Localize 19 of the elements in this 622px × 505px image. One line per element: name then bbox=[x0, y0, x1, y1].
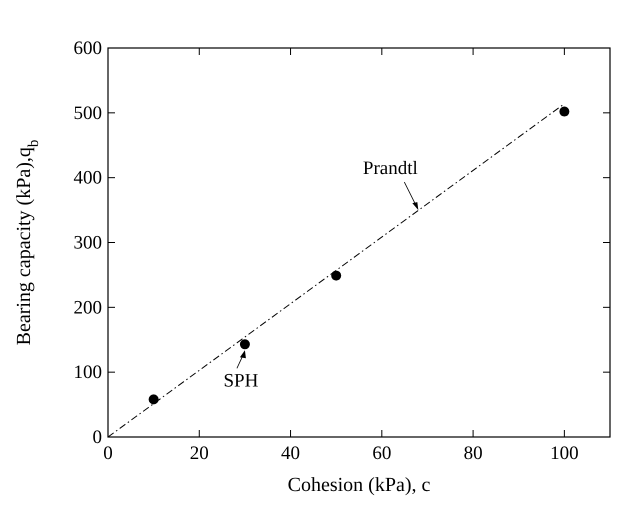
x-tick-label: 80 bbox=[464, 443, 483, 464]
x-axis-title: Cohesion (kPa), c bbox=[288, 474, 430, 496]
annotation: Prandtl bbox=[362, 158, 418, 180]
y-tick-label: 600 bbox=[74, 38, 102, 59]
point bbox=[559, 106, 570, 117]
point bbox=[240, 339, 250, 350]
annotation: SPH bbox=[223, 370, 259, 392]
y-tick-label: 100 bbox=[74, 362, 102, 384]
point bbox=[331, 270, 342, 281]
y-tick-label: 500 bbox=[74, 102, 102, 124]
y-tick-label: 300 bbox=[74, 232, 102, 254]
y-tick-label: 200 bbox=[74, 297, 102, 318]
x-tick-label: 20 bbox=[190, 443, 209, 464]
x-tick-label: 100 bbox=[550, 443, 579, 464]
x-tick-label: 60 bbox=[372, 443, 392, 464]
point bbox=[148, 394, 159, 404]
x-tick-label: 40 bbox=[281, 443, 300, 464]
y-tick-label: 0 bbox=[92, 427, 102, 448]
y-tick-label: 400 bbox=[74, 168, 102, 189]
